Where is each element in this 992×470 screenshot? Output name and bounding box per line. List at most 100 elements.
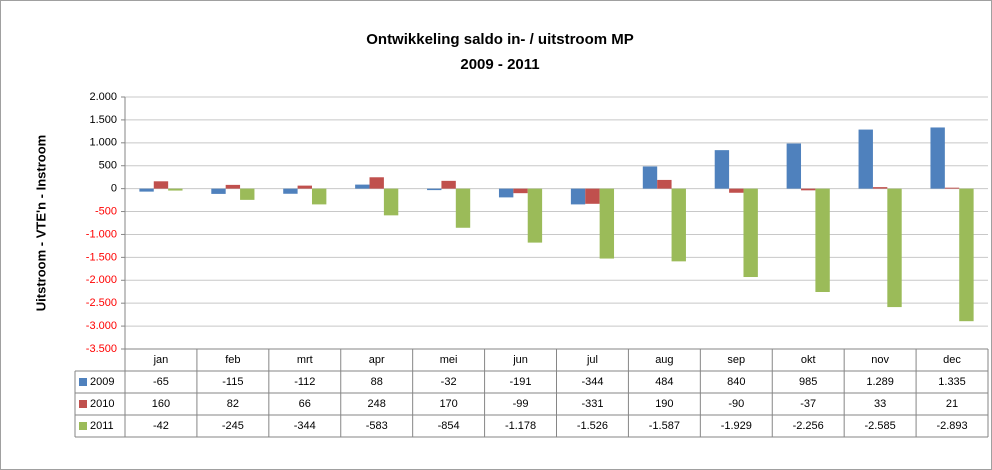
table-value: 1.289 — [866, 376, 894, 388]
x-tick-label: feb — [225, 354, 240, 366]
x-tick-label: mei — [440, 354, 458, 366]
y-tick-label: 0 — [111, 183, 117, 195]
table-value: -1.178 — [505, 420, 536, 432]
bar — [714, 150, 730, 189]
legend-label: 2011 — [90, 420, 114, 432]
table-value: -32 — [441, 376, 457, 388]
legend-swatch — [79, 400, 87, 408]
table-value: -1.929 — [721, 420, 752, 432]
table-value: 190 — [655, 398, 673, 410]
bar — [930, 127, 945, 189]
bar — [153, 181, 169, 189]
x-tick-label: okt — [801, 354, 816, 366]
bar — [887, 188, 902, 308]
bar — [283, 188, 298, 194]
bar — [441, 180, 456, 189]
table-value: 160 — [152, 398, 170, 410]
bar — [139, 188, 154, 192]
x-tick-label: nov — [871, 354, 889, 366]
y-tick-label: 1.000 — [89, 137, 117, 149]
x-tick-label: jul — [586, 354, 598, 366]
table-value: 985 — [799, 376, 817, 388]
bar — [168, 188, 183, 191]
bar — [527, 188, 543, 243]
bar — [671, 188, 686, 262]
bar — [786, 143, 802, 189]
table-value: 82 — [227, 398, 239, 410]
bar — [383, 188, 399, 216]
y-tick-label: 1.500 — [89, 114, 117, 126]
y-tick-label: -1.500 — [86, 251, 117, 263]
table-value: -99 — [513, 398, 529, 410]
y-tick-label: -1.000 — [86, 228, 117, 240]
legend-swatch — [79, 378, 87, 386]
table-value: -583 — [366, 420, 388, 432]
chart-title: Ontwikkeling saldo in- / uitstroom MP — [366, 31, 634, 48]
table-value: -42 — [153, 420, 169, 432]
bar — [427, 188, 442, 191]
bar — [599, 188, 615, 259]
table-value: -115 — [222, 376, 243, 388]
table-value: 21 — [946, 398, 958, 410]
x-tick-label: aug — [655, 354, 673, 366]
table-value: -65 — [153, 376, 169, 388]
bar — [642, 166, 658, 189]
x-tick-label: mrt — [297, 354, 313, 366]
bar — [585, 188, 600, 204]
bar — [311, 188, 327, 205]
table-value: 66 — [299, 398, 311, 410]
table-value: -90 — [728, 398, 744, 410]
bar — [657, 179, 672, 189]
table-value: -1.526 — [577, 420, 608, 432]
table-value: 1.335 — [938, 376, 966, 388]
table-value: 484 — [655, 376, 673, 388]
bar — [355, 184, 370, 189]
bar — [944, 187, 960, 189]
table-value: -1.587 — [649, 420, 680, 432]
bar — [570, 188, 586, 205]
x-tick-label: dec — [943, 354, 961, 366]
table-value: -245 — [222, 420, 244, 432]
x-tick-label: sep — [727, 354, 745, 366]
x-tick-label: jan — [153, 354, 169, 366]
legend-label: 2010 — [90, 398, 114, 410]
y-tick-label: -3.000 — [86, 320, 117, 332]
bar — [729, 188, 744, 193]
y-tick-label: -2.000 — [86, 274, 117, 286]
y-tick-label: -2.500 — [86, 297, 117, 309]
bar — [240, 188, 255, 200]
y-tick-label: 500 — [99, 160, 117, 172]
table-value: -37 — [800, 398, 816, 410]
x-tick-label: jun — [512, 354, 528, 366]
bar — [455, 188, 471, 228]
table-value: -2.585 — [865, 420, 896, 432]
table-value: 170 — [439, 398, 457, 410]
legend-label: 2009 — [90, 376, 114, 388]
bar — [513, 188, 528, 194]
table-value: 88 — [371, 376, 383, 388]
bar — [297, 185, 312, 189]
bar — [801, 188, 816, 191]
table-value: -344 — [581, 376, 603, 388]
bar — [959, 188, 974, 322]
table-value: 33 — [874, 398, 886, 410]
y-tick-label: -3.500 — [86, 343, 117, 355]
table-value: -2.893 — [936, 420, 967, 432]
bar — [225, 184, 241, 189]
bar — [743, 188, 758, 278]
table-value: -854 — [438, 420, 460, 432]
bar — [858, 129, 873, 189]
legend-swatch — [79, 422, 87, 430]
bar — [872, 187, 888, 189]
x-tick-label: apr — [369, 354, 385, 366]
table-value: -331 — [581, 398, 603, 410]
table-value: 840 — [727, 376, 745, 388]
table-value: -2.256 — [793, 420, 824, 432]
bar — [211, 188, 226, 194]
table-value: -344 — [294, 420, 316, 432]
y-axis-label: Uitstroom - VTE'n - Instroom — [33, 135, 48, 311]
bar — [369, 177, 384, 189]
y-tick-label: 2.000 — [89, 91, 117, 103]
bar — [498, 188, 514, 198]
